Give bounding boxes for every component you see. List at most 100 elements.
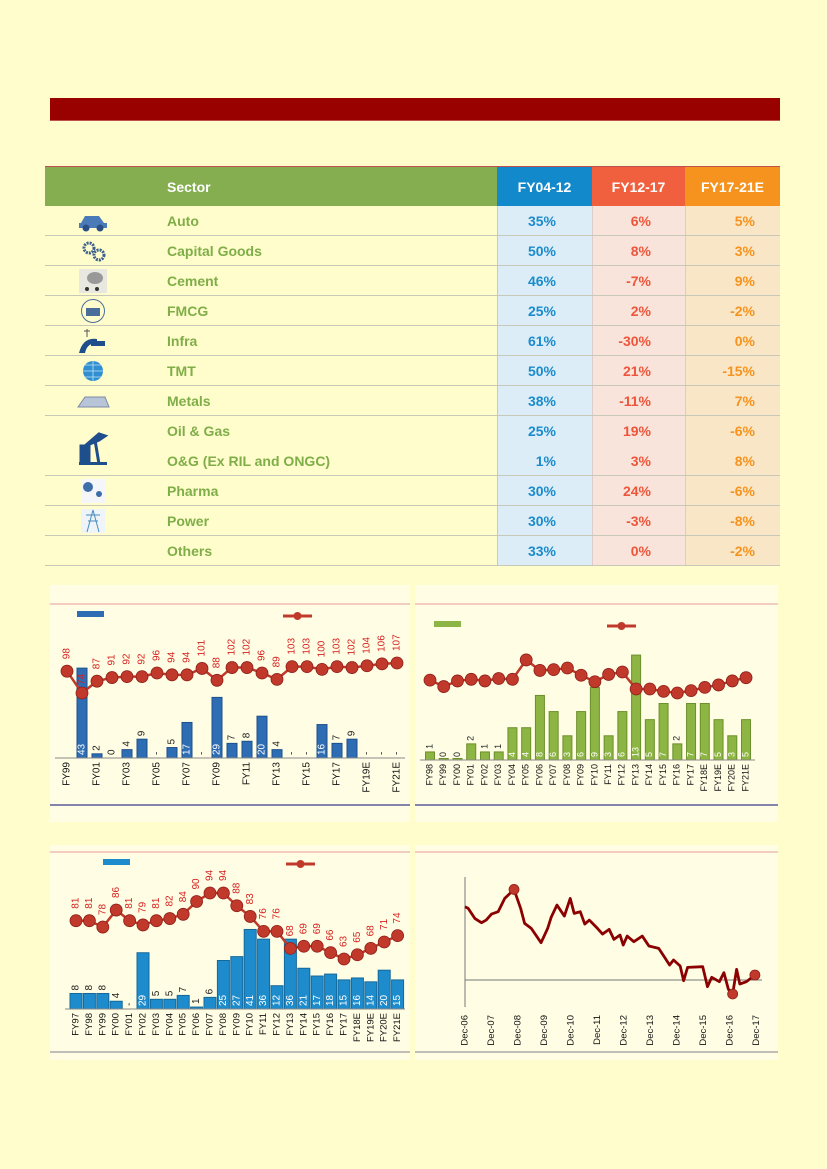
line-point xyxy=(519,653,533,667)
sector-name: Others xyxy=(167,542,213,559)
x-tick-label: FY19E xyxy=(365,1013,376,1042)
line-point xyxy=(285,660,299,674)
x-tick-label: FY17 xyxy=(339,1013,350,1036)
bar-value-label: 0 xyxy=(452,752,462,757)
x-tick-label: FY15 xyxy=(658,764,668,786)
bar xyxy=(466,743,477,761)
value-fy04-12: 38% xyxy=(497,386,592,415)
x-tick-label: Dec-17 xyxy=(751,1015,762,1046)
sector-cell: Power xyxy=(45,506,497,535)
x-tick-label: FY13 xyxy=(272,762,283,786)
header-fy17-21e: FY17-21E xyxy=(685,167,780,206)
bar xyxy=(271,749,283,759)
bar-value-label: 5 xyxy=(167,739,178,745)
line-value-label: 92 xyxy=(137,653,148,665)
bar-value-label: - xyxy=(197,752,208,755)
x-tick-label: FY09 xyxy=(212,762,223,786)
bar-value-label: 25 xyxy=(218,994,229,1006)
bar-value-label: 41 xyxy=(245,994,256,1006)
line-point xyxy=(60,664,74,678)
line-value-label: 88 xyxy=(212,657,223,669)
line-value-label: 71 xyxy=(379,918,390,930)
consumer-goods-icon xyxy=(75,299,111,323)
value-fy12-17: -11% xyxy=(592,386,685,415)
line-value-label: 107 xyxy=(392,634,403,651)
value-fy12-17: 24% xyxy=(592,476,685,505)
line-point xyxy=(547,663,561,677)
line-value-label: 63 xyxy=(339,935,350,947)
bar xyxy=(176,994,190,1010)
table-row: TMT 50% 21% -15% xyxy=(45,356,780,386)
x-tick-label: FY13 xyxy=(285,1013,296,1036)
sector-name: Cement xyxy=(167,272,219,289)
value-fy17-21e: 7% xyxy=(685,386,780,415)
line-value-label: 81 xyxy=(124,897,135,909)
bar-value-label: 6 xyxy=(548,752,558,757)
line-value-label: 68 xyxy=(285,925,296,937)
line-value-label: 94 xyxy=(167,651,178,663)
sector-cell: Pharma xyxy=(45,476,497,505)
line-point xyxy=(297,939,311,953)
value-fy12-17: -30% xyxy=(592,326,685,355)
value-fy04-12: 1% xyxy=(497,446,592,475)
line-value-label: 68 xyxy=(365,925,376,937)
bar-value-label: 8 xyxy=(71,984,82,990)
line-point xyxy=(270,672,284,686)
x-tick-label: FY19E xyxy=(362,762,373,793)
gears-icon xyxy=(75,239,111,263)
x-tick-label: FY09 xyxy=(231,1013,242,1036)
bar-value-label: 17 xyxy=(312,994,323,1006)
line-value-label: 81 xyxy=(151,897,162,909)
bar-value-label: - xyxy=(152,752,163,755)
bar xyxy=(425,751,435,761)
bar xyxy=(226,742,238,759)
line-point xyxy=(123,914,136,928)
line-value-label: 90 xyxy=(191,878,202,890)
value-fy12-17: 0% xyxy=(592,536,685,565)
legend-bar-swatch xyxy=(103,859,130,865)
bar-value-label: - xyxy=(287,752,298,755)
bar-value-label: 1 xyxy=(493,744,503,749)
x-tick-label: FY07 xyxy=(548,764,558,786)
line-point xyxy=(270,924,284,938)
line-point xyxy=(180,668,194,682)
sector-cell: Auto xyxy=(45,206,497,235)
line-point xyxy=(96,920,110,934)
line-point xyxy=(508,884,520,895)
sector-cell: Oil & Gas xyxy=(45,416,497,465)
sector-name: Capital Goods xyxy=(167,242,262,259)
bar-value-label: 6 xyxy=(205,988,216,994)
line-value-label: 83 xyxy=(245,893,256,905)
x-tick-label: Dec-09 xyxy=(539,1015,550,1046)
cement-mixer-icon xyxy=(75,269,111,293)
x-tick-label: Dec-11 xyxy=(592,1015,603,1045)
line-point xyxy=(345,661,359,674)
line-point xyxy=(506,672,519,686)
x-tick-label: FY11 xyxy=(258,1013,269,1035)
section-banner xyxy=(50,98,780,121)
x-tick-label: FY21E xyxy=(392,762,403,793)
line-point xyxy=(136,918,150,932)
bar-value-label: 8 xyxy=(242,732,253,738)
line-value-label: 104 xyxy=(362,637,373,654)
x-tick-label: FY11 xyxy=(603,764,613,785)
x-tick-label: FY02 xyxy=(479,764,489,786)
bar-value-label: 8 xyxy=(84,984,95,990)
bar-value-label: 4 xyxy=(521,752,531,757)
line-point xyxy=(195,662,209,675)
line-point xyxy=(391,929,405,942)
value-fy04-12: 46% xyxy=(497,266,592,295)
line-point xyxy=(255,666,269,680)
sector-cell: FMCG xyxy=(45,296,497,325)
table-row: Metals 38% -11% 7% xyxy=(45,386,780,416)
line-value-label: 88 xyxy=(231,882,242,894)
line-point xyxy=(588,675,602,689)
bar-value-label: 5 xyxy=(644,752,654,757)
legend-line-marker xyxy=(296,860,305,868)
value-fy17-21e: -6% xyxy=(685,416,780,446)
x-tick-label: Dec-10 xyxy=(566,1015,577,1046)
line-point xyxy=(257,924,271,938)
line-point xyxy=(574,668,588,682)
bar xyxy=(686,703,697,761)
bar-value-label: 4 xyxy=(122,741,133,747)
